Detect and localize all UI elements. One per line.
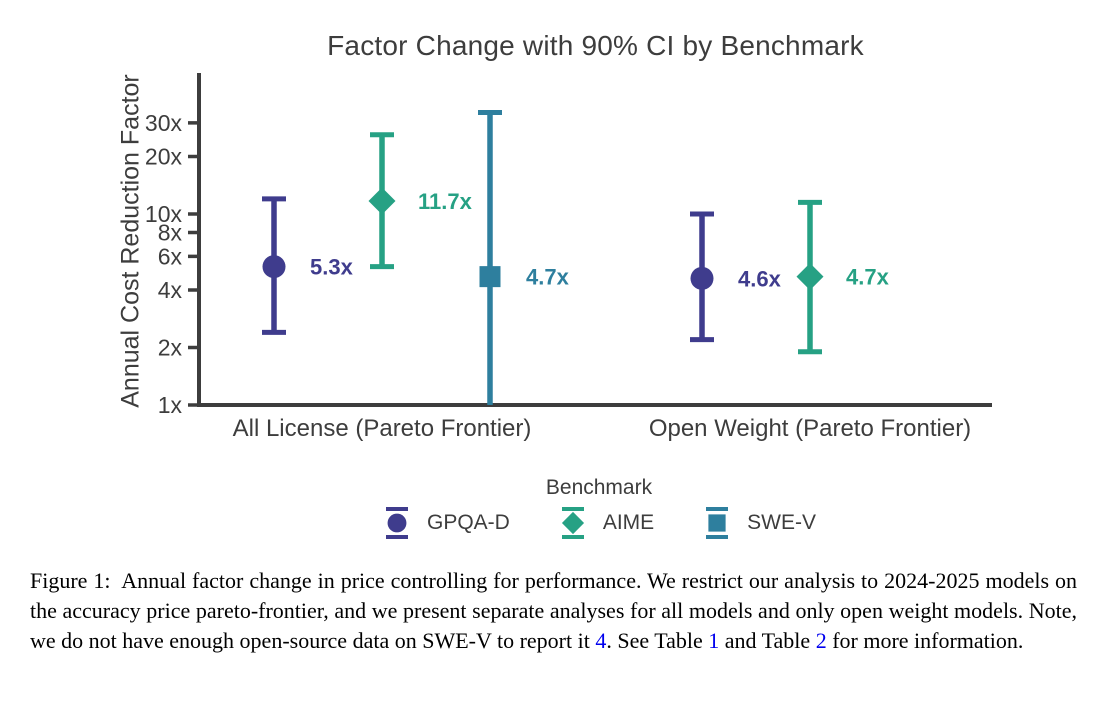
circle-marker <box>690 266 714 290</box>
diamond-marker <box>368 187 396 215</box>
x-category-label: Open Weight (Pareto Frontier) <box>649 415 971 442</box>
caption-text: . See Table <box>606 628 709 653</box>
legend-label-swe-v: SWE-V <box>747 511 817 534</box>
y-tick-label: 2x <box>158 335 183 361</box>
legend-item-swe-v: SWE-V <box>702 505 816 541</box>
chart-title: Factor Change with 90% CI by Benchmark <box>327 30 864 61</box>
figure-caption: Figure 1: Annual factor change in price … <box>30 566 1077 656</box>
x-category-label: All License (Pareto Frontier) <box>233 415 532 442</box>
y-tick-label: 8x <box>158 220 183 246</box>
diamond-marker <box>561 511 584 535</box>
value-label: 4.6x <box>738 266 782 291</box>
value-label: 4.7x <box>846 265 890 290</box>
y-tick-label: 10x <box>145 201 183 227</box>
y-tick-label: 20x <box>145 144 183 170</box>
circle-marker <box>387 513 407 533</box>
square-marker <box>708 514 726 532</box>
gpqa-d-circle-marker-icon <box>382 505 412 541</box>
legend-title: Benchmark <box>545 476 653 499</box>
ref-link-4[interactable]: 4 <box>595 628 607 653</box>
legend: Benchmark GPQA-D AIME SWE-V <box>199 476 999 546</box>
legend-label-gpqa-d: GPQA-D <box>426 511 510 534</box>
y-tick-label: 4x <box>158 277 183 303</box>
diamond-marker <box>796 263 824 291</box>
legend-label-aime: AIME <box>602 511 655 534</box>
y-tick-label: 1x <box>158 392 183 418</box>
swe-v-square-marker-icon <box>702 505 732 541</box>
aime-diamond-marker-icon <box>558 505 588 541</box>
legend-item-gpqa-d: GPQA-D <box>382 505 510 541</box>
value-label: 4.7x <box>526 265 570 290</box>
circle-marker <box>262 255 286 279</box>
ref-link-table-1[interactable]: 1 <box>708 628 720 653</box>
value-label: 5.3x <box>310 255 354 280</box>
caption-text: for more information. <box>826 628 1024 653</box>
caption-text: and Table <box>719 628 816 653</box>
ref-link-table-2[interactable]: 2 <box>815 628 827 653</box>
y-tick-label: 30x <box>145 110 183 136</box>
value-label: 11.7x <box>418 189 473 214</box>
legend-item-aime: AIME <box>558 505 654 541</box>
caption-text: Figure 1: Annual factor change in price … <box>30 568 1077 653</box>
square-marker <box>479 266 501 288</box>
y-tick-label: 6x <box>158 243 183 269</box>
legend-items: GPQA-D AIME SWE-V <box>382 505 816 541</box>
